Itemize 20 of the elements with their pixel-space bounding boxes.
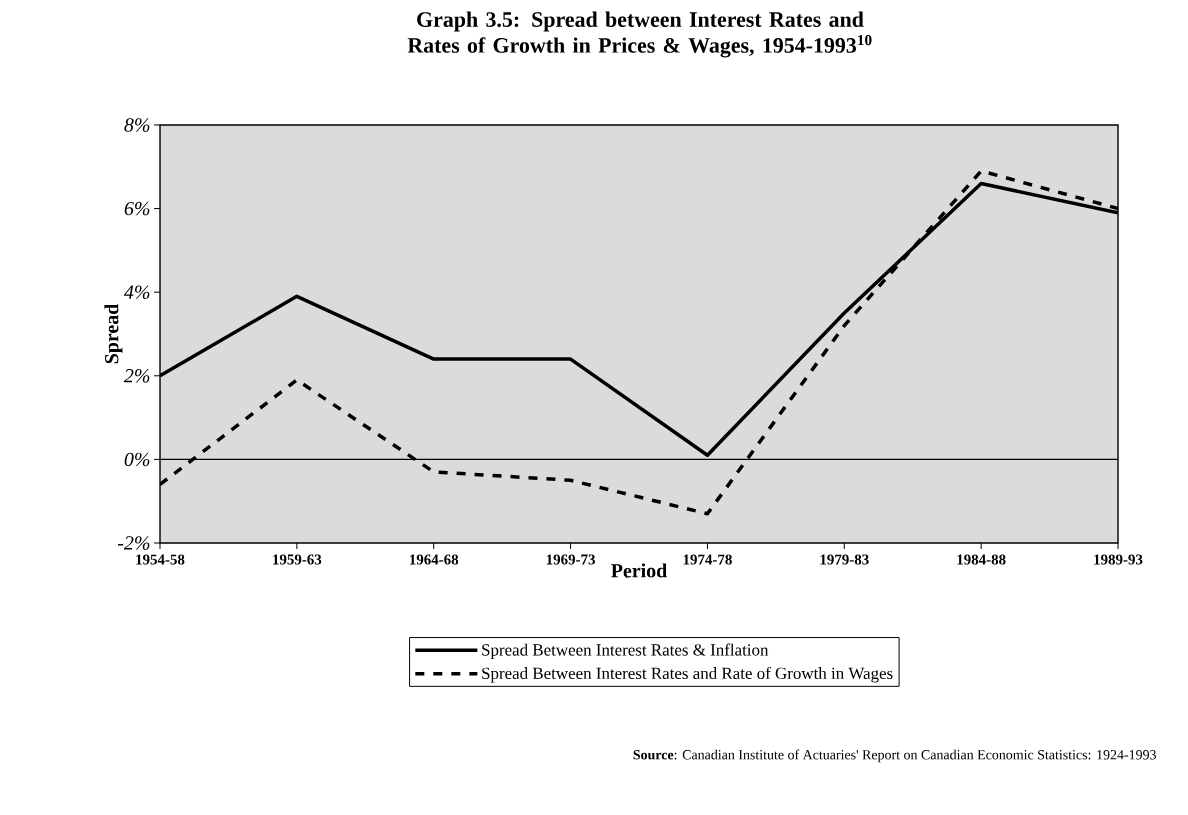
x-tick-label: 1969-73 xyxy=(546,554,595,565)
x-axis-title: Period xyxy=(611,563,668,578)
y-tick-label: -2% xyxy=(118,536,150,550)
x-tick-label: 1984-88 xyxy=(957,554,1006,565)
legend-label: Spread Between Interest Rates and Rate of Growth in Wages xyxy=(482,666,893,683)
y-tick-label: 0% xyxy=(124,452,150,467)
x-tick-label: 1989-93 xyxy=(1094,554,1143,565)
y-tick-label: 6% xyxy=(124,201,150,216)
y-tick-label: 2% xyxy=(123,369,150,383)
y-tick-label: 8% xyxy=(124,118,150,132)
chart-title: Graph 3.5: Spread between Interest Rates and Rates of Growth in Prices & Wages, 1954-1993$^{10}$ xyxy=(407,11,872,58)
x-tick-label: 1954-58 xyxy=(136,554,185,565)
y-axis-title: Spread xyxy=(104,303,123,364)
y-tick-label: 4% xyxy=(123,285,150,299)
x-tick-label: 1974-78 xyxy=(683,554,732,565)
text: Source: Canadian Institute of Actuaries' Report on Canadian Economic Statistics: 1924-1993 xyxy=(633,749,1156,763)
x-tick-label: 1959-63 xyxy=(273,554,322,565)
legend-label: Spread Between Interest Rates & Inflation xyxy=(482,643,769,660)
x-tick-label: 1979-83 xyxy=(820,554,869,565)
x-tick-label: 1964-68 xyxy=(410,554,459,565)
